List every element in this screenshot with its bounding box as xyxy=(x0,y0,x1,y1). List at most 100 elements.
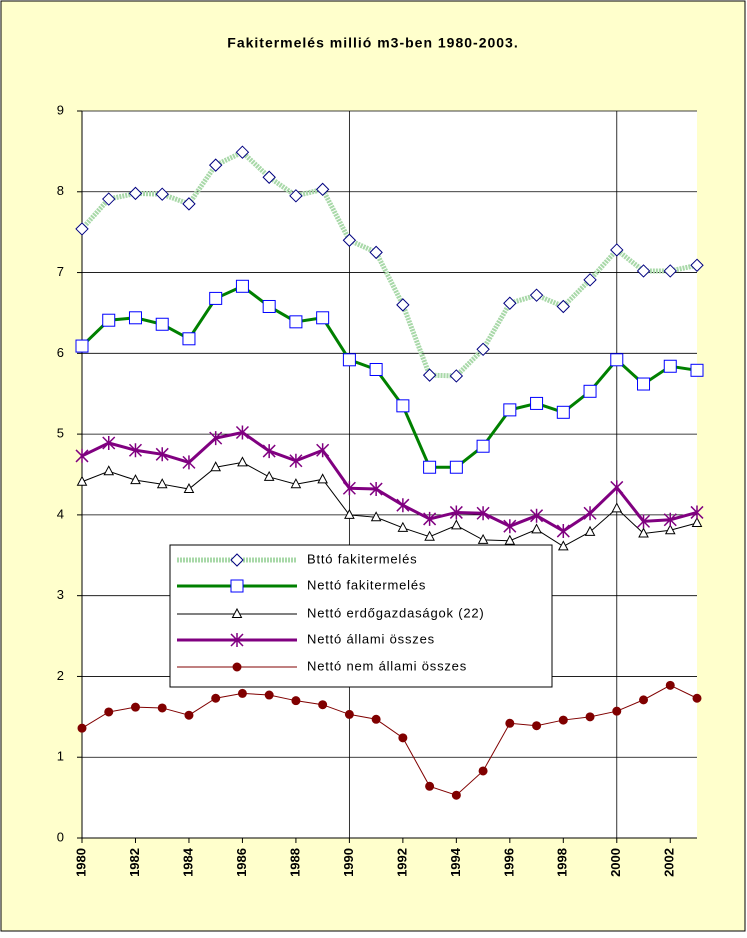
x-tick-label: 1982 xyxy=(127,848,142,877)
marker xyxy=(583,506,597,521)
marker xyxy=(130,702,140,712)
marker xyxy=(396,399,410,413)
marker xyxy=(692,693,702,703)
marker xyxy=(556,405,570,419)
legend: Bttó fakitermelés Nettó fakitermelés Nettó… xyxy=(169,544,553,688)
marker xyxy=(130,474,141,485)
marker xyxy=(610,353,624,367)
marker xyxy=(370,511,382,522)
marker xyxy=(638,527,649,538)
marker xyxy=(128,186,143,201)
marker xyxy=(556,524,570,539)
marker xyxy=(583,384,597,398)
marker xyxy=(182,197,196,211)
x-tick-label: 1994 xyxy=(448,847,463,877)
marker xyxy=(423,460,437,474)
series-line xyxy=(81,684,698,796)
chart-title: Fakitermelés millió m3-ben 1980-2003. xyxy=(227,35,518,51)
marker xyxy=(235,425,249,440)
marker xyxy=(663,512,677,527)
marker xyxy=(184,710,194,720)
marker xyxy=(128,311,142,325)
marker xyxy=(503,403,517,417)
marker xyxy=(531,523,542,534)
marker xyxy=(237,456,248,467)
marker xyxy=(262,299,276,313)
marker xyxy=(369,482,383,497)
marker xyxy=(532,721,542,731)
x-tick-label: 1984 xyxy=(180,847,195,877)
marker xyxy=(344,709,354,719)
x-tick-label: 1980 xyxy=(73,848,88,877)
marker xyxy=(476,342,490,357)
marker xyxy=(102,313,116,327)
legend-label: Nettó nem állami összes xyxy=(307,658,467,673)
marker xyxy=(75,339,89,353)
marker xyxy=(396,498,410,513)
marker xyxy=(156,478,168,489)
marker xyxy=(104,707,114,717)
marker xyxy=(396,298,410,312)
marker xyxy=(77,723,87,733)
marker xyxy=(690,258,704,272)
marker xyxy=(664,524,676,535)
marker xyxy=(422,368,437,382)
marker xyxy=(449,369,464,383)
legend-label: Nettó erdőgazdaságok (22) xyxy=(307,605,485,620)
marker xyxy=(182,455,196,470)
marker xyxy=(230,633,244,647)
marker xyxy=(230,553,244,567)
marker xyxy=(371,714,381,724)
marker xyxy=(342,353,356,367)
marker xyxy=(102,435,116,450)
marker xyxy=(182,332,196,346)
marker xyxy=(128,443,143,458)
y-tick-label: 4 xyxy=(57,506,64,521)
marker xyxy=(316,311,330,325)
marker xyxy=(558,715,568,725)
marker xyxy=(103,465,115,476)
marker xyxy=(557,540,569,551)
marker xyxy=(504,534,516,545)
marker xyxy=(690,505,704,520)
y-tick-label: 2 xyxy=(57,668,64,683)
marker xyxy=(264,690,274,700)
marker xyxy=(477,533,489,544)
marker xyxy=(583,273,597,287)
marker xyxy=(342,481,356,496)
marker xyxy=(639,695,649,705)
x-tick-label: 2002 xyxy=(662,848,677,877)
y-tick-label: 7 xyxy=(57,264,64,279)
marker xyxy=(342,233,357,247)
marker xyxy=(503,519,517,534)
marker xyxy=(398,733,408,743)
marker xyxy=(316,443,330,458)
marker xyxy=(318,700,328,710)
marker xyxy=(451,519,462,530)
x-tick-label: 1998 xyxy=(555,848,570,877)
marker xyxy=(612,706,622,716)
y-tick-label: 1 xyxy=(57,749,64,764)
x-tick-label: 2000 xyxy=(608,848,623,877)
marker xyxy=(291,696,301,706)
marker xyxy=(369,245,383,260)
marker xyxy=(209,431,223,446)
legend-label: Nettó állami összes xyxy=(307,631,435,646)
marker xyxy=(505,718,515,728)
x-tick-label: 1986 xyxy=(234,848,249,877)
marker xyxy=(690,363,704,377)
y-tick-label: 9 xyxy=(57,102,64,117)
marker xyxy=(155,447,169,462)
y-tick-label: 0 xyxy=(57,829,64,844)
marker xyxy=(610,243,624,257)
legend-label: Bttó fakitermelés xyxy=(307,551,417,566)
marker xyxy=(636,514,651,529)
marker xyxy=(155,187,169,201)
marker xyxy=(230,579,244,593)
marker xyxy=(478,766,488,776)
marker xyxy=(610,480,624,495)
marker xyxy=(691,516,703,527)
marker xyxy=(75,448,89,463)
marker xyxy=(449,460,463,474)
